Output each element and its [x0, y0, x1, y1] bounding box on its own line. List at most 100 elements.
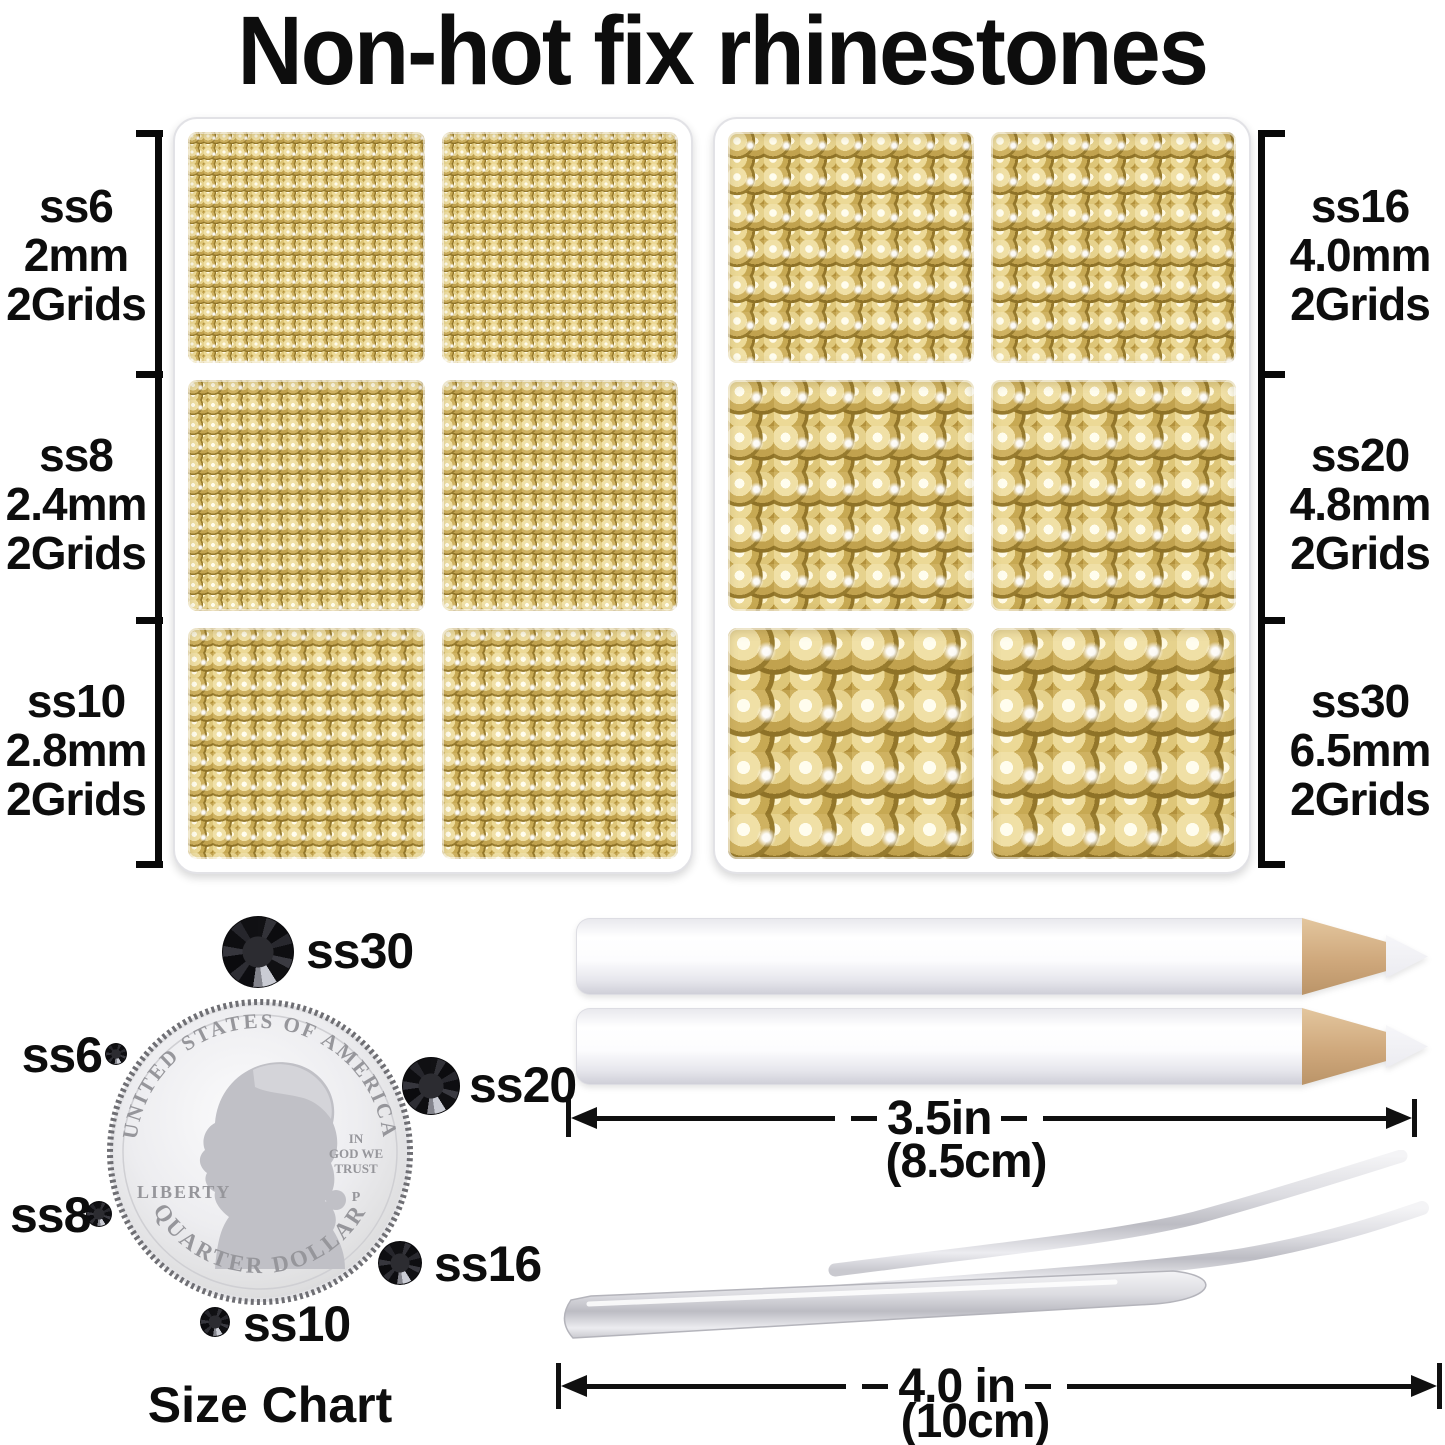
- dimension-arrow-right: [1386, 1107, 1412, 1129]
- label-ss8: ss8 2.4mm 2Grids: [0, 432, 152, 579]
- right-bracket-line: [1258, 130, 1265, 868]
- washington-wig-highlight: [253, 1064, 332, 1119]
- coin-motto-line3: TRUST: [334, 1161, 378, 1176]
- grid-cell-ss10: [188, 628, 425, 859]
- label-ss20-diameter: 4.8mm: [1289, 478, 1432, 530]
- dimension-line-segment: [1067, 1383, 1411, 1389]
- page-title: Non-hot fix rhinestones: [0, 0, 1445, 102]
- label-ss30-size: ss30: [1310, 675, 1410, 727]
- dimension-end-bar: [1412, 1099, 1417, 1137]
- grid-cell-ss6: [441, 132, 678, 363]
- dimension-line-segment: [597, 1115, 836, 1121]
- left-bracket-tick: [136, 861, 163, 868]
- label-ss6-diameter: 2mm: [23, 229, 129, 281]
- grid-cell-ss20: [728, 380, 974, 611]
- label-ss16: ss16 4.0mm 2Grids: [1284, 183, 1436, 330]
- jet-stone-ss8: [86, 1201, 112, 1227]
- dimension-arrow-right: [1411, 1375, 1437, 1397]
- left-bracket-tick: [136, 617, 163, 624]
- pencil-length-inches: 3.5in: [851, 1091, 1027, 1146]
- queue-bow: [326, 1190, 346, 1210]
- chart-label-ss8: ss8: [10, 1187, 91, 1243]
- left-bracket-tick: [136, 371, 163, 378]
- quarter-coin: UNITED STATES OF AMERICA QUARTER DOLLAR …: [107, 999, 413, 1305]
- dimension-line-segment: [587, 1383, 847, 1389]
- grid-cell-ss6: [188, 132, 425, 363]
- washington-bust: [199, 1062, 345, 1269]
- label-ss30-grids: 2Grids: [1290, 773, 1431, 825]
- label-ss6: ss6 2mm 2Grids: [0, 183, 152, 330]
- tweezers-handle-highlight: [586, 1279, 1118, 1307]
- jet-stone-ss20: [402, 1057, 460, 1115]
- pencil-length-cm: (8.5cm): [885, 1135, 1047, 1188]
- label-ss8-size: ss8: [39, 429, 114, 481]
- chart-label-ss10: ss10: [243, 1296, 351, 1352]
- right-bracket-tick: [1258, 861, 1285, 868]
- right-bracket-tick: [1258, 130, 1285, 137]
- grid-cell-ss8: [188, 380, 425, 611]
- pencil-wax-tip: [1386, 934, 1428, 979]
- label-ss20-size: ss20: [1310, 429, 1410, 481]
- coin-liberty: LIBERTY: [137, 1182, 231, 1202]
- label-ss16-diameter: 4.0mm: [1289, 229, 1432, 281]
- label-ss30: ss30 6.5mm 2Grids: [1284, 678, 1436, 825]
- pencil-wood-cone: [1302, 918, 1386, 995]
- jet-stone-ss6: [105, 1043, 127, 1065]
- tweezers-upper-prong: [828, 1150, 1408, 1277]
- grid-cell-ss30: [990, 628, 1236, 859]
- grid-cell-ss30: [728, 628, 974, 859]
- label-ss16-grids: 2Grids: [1290, 278, 1431, 330]
- chart-label-ss30: ss30: [306, 923, 414, 979]
- pencil-body: [576, 1008, 1302, 1085]
- label-ss10-grids: 2Grids: [6, 773, 147, 825]
- tweezers-dimension-line: 4.0 in: [556, 1358, 1442, 1414]
- right-bracket-tick: [1258, 617, 1285, 624]
- page-title-text: Non-hot fix rhinestones: [237, 0, 1209, 105]
- label-ss8-grids: 2Grids: [6, 527, 147, 579]
- grid-cell-ss20: [990, 380, 1236, 611]
- label-ss10-size: ss10: [26, 675, 126, 727]
- tweezers: [563, 1150, 1429, 1339]
- dimension-end-bar: [566, 1099, 571, 1137]
- grid-cell-ss16: [990, 132, 1236, 363]
- jet-stone-ss16: [378, 1241, 422, 1285]
- dimension-arrow-left: [571, 1107, 597, 1129]
- label-ss10-diameter: 2.8mm: [5, 724, 148, 776]
- chart-label-ss16: ss16: [434, 1236, 542, 1292]
- grid-cell-ss16: [728, 132, 974, 363]
- grid-cell-ss10: [441, 628, 678, 859]
- coin-motto-line1: IN: [349, 1131, 364, 1146]
- coin-motto-line2: GOD WE: [329, 1146, 383, 1161]
- label-ss6-size: ss6: [39, 180, 114, 232]
- coin-mint-mark: P: [352, 1190, 361, 1205]
- dimension-arrow-left: [561, 1375, 587, 1397]
- label-ss6-grids: 2Grids: [6, 278, 147, 330]
- label-ss30-diameter: 6.5mm: [1289, 724, 1432, 776]
- left-bracket-line: [155, 130, 162, 868]
- right-bracket-tick: [1258, 371, 1285, 378]
- wax-pencil: [576, 1008, 1428, 1085]
- dimension-end-bar: [1437, 1363, 1442, 1409]
- dimension-end-bar: [556, 1363, 561, 1409]
- label-ss8-diameter: 2.4mm: [5, 478, 148, 530]
- chart-label-ss20: ss20: [469, 1057, 577, 1113]
- jet-stone-ss10: [200, 1307, 230, 1337]
- tweezers-handle: [563, 1270, 1207, 1339]
- tweezers-length-cm: (10cm): [900, 1395, 1051, 1445]
- dimension-line-segment: [1043, 1115, 1386, 1121]
- pencil-wax-tip: [1386, 1024, 1428, 1069]
- chart-label-ss6: ss6: [21, 1027, 103, 1083]
- rhinestone-box-left: [173, 117, 693, 874]
- pencil-wood-cone: [1302, 1008, 1386, 1085]
- tweezers-length-inches: 4.0 in: [862, 1359, 1051, 1414]
- jet-stone-ss30: [222, 916, 294, 988]
- pencil-body: [576, 918, 1302, 995]
- size-chart-caption: Size Chart: [147, 1377, 393, 1433]
- label-ss10: ss10 2.8mm 2Grids: [0, 678, 152, 825]
- left-bracket-tick: [136, 130, 163, 137]
- pencil-dimension-line: 3.5in: [566, 1091, 1417, 1146]
- label-ss20: ss20 4.8mm 2Grids: [1284, 432, 1436, 579]
- label-ss20-grids: 2Grids: [1290, 527, 1431, 579]
- wax-pencil: [576, 918, 1428, 995]
